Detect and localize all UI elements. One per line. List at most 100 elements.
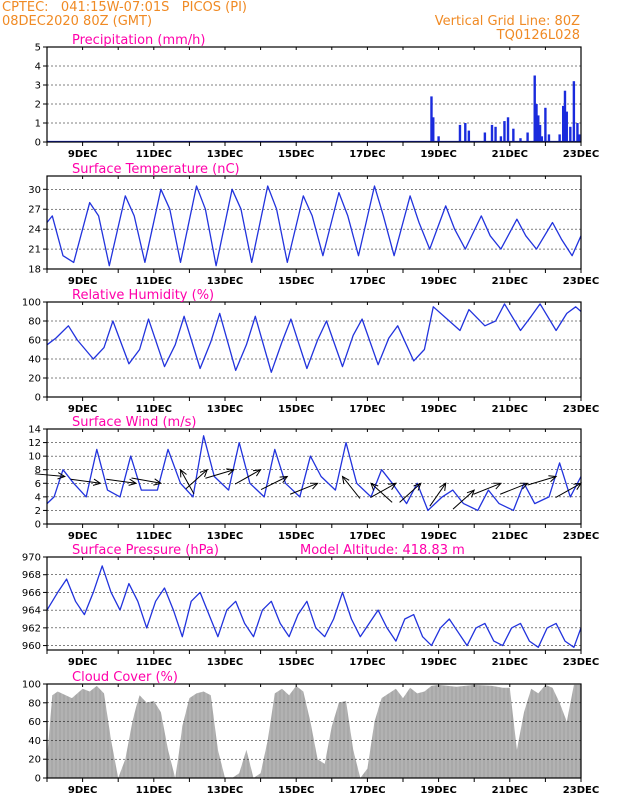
x-tick-label: 17DEC [349,531,385,542]
precip-bar [526,132,529,142]
y-tick-label: 960 [22,641,41,652]
wind-arrow [260,475,289,491]
y-tick-label: 966 [22,588,41,599]
y-tick-label: 0 [35,774,41,785]
precip-bar [540,136,544,142]
y-tick-label: 8 [35,465,41,476]
wind-arrow [527,475,558,486]
y-tick-label: 3 [35,81,41,92]
wind-arrow [70,478,102,486]
precip-bar [537,115,540,142]
wind-arrow-head [413,482,422,491]
y-tick-label: 18 [28,265,41,276]
precip-bar [565,111,568,142]
x-tick-label: 11DEC [136,785,172,796]
y-tick-label: 14 [28,425,41,436]
x-tick-label: 23DEC [563,785,599,796]
precip-bar [544,107,547,142]
precip-bar [464,123,467,142]
wind-arrow [131,477,163,486]
x-tick-label: 21DEC [492,404,528,415]
panel-title: Surface Temperature (nC) [72,162,240,177]
header-model-id: TQ0126L028 [496,28,580,43]
wind-arrow-shaft [185,469,208,490]
x-tick-label: 15DEC [278,531,314,542]
y-tick-label: 4 [35,492,41,503]
wind-arrow-shaft [499,482,528,495]
wind-arrow-shaft [106,478,137,484]
x-tick-label: 17DEC [349,657,385,668]
x-tick-label: 9DEC [68,404,97,415]
wind-arrow-shaft [234,469,261,485]
x-tick-label: 23DEC [563,149,599,160]
wind-arrow-shaft [527,476,557,486]
x-tick-label: 21DEC [492,785,528,796]
x-tick-label: 21DEC [492,531,528,542]
wind-arrow [205,468,236,479]
wind-arrow-shaft [205,469,235,479]
panel-wind: 0 2 4 6 8 10 12 14 9DEC 11DEC 13DEC 15DEC 17DEC 19DEC… [28,415,599,542]
wind-arrow-shaft [342,476,361,499]
precip-bar [576,123,579,142]
panel-title: Cloud Cover (%) [72,670,178,685]
panel-precip: 0 1 2 3 4 5 9DEC 11DEC 13DEC 15DEC 17DEC 19DEC 21DEC… [35,33,600,160]
precip-bar [512,128,515,142]
y-tick-label: 4 [35,62,41,73]
precip-bar [558,134,561,142]
wind-arrow-head [92,478,102,486]
wind-arrow [341,475,361,499]
wind-arrow-shaft [289,482,318,495]
wind-arrow-head [519,482,529,490]
panel-temp: 18 21 24 27 30 9DEC 11DEC 13DEC 15DEC 17DEC 19DEC 2… [28,162,599,287]
wind-arrow-shaft [260,476,288,491]
x-tick-label: 13DEC [207,657,243,668]
precip-bar [494,126,497,142]
x-tick-label: 23DEC [563,276,599,287]
x-tick-label: 13DEC [207,276,243,287]
precip-bar [506,117,510,142]
wind-arrow [34,472,66,480]
wind-arrow-shaft [180,469,195,495]
x-tick-label: 9DEC [68,531,97,542]
y-tick-label: 40 [28,736,41,747]
precip-bar [490,124,494,142]
panel-title: Precipitation (mm/h) [72,33,205,48]
temp-line [46,185,582,267]
panel-pres: 960 962 964 966 968 970 9DEC 11DEC 13DEC 15DEC 17D… [22,543,599,668]
wind-arrow-head [388,482,397,490]
precip-bar [562,105,565,142]
y-tick-label: 60 [28,336,41,347]
panel-annotation: Model Altitude: 418.83 m [300,543,465,558]
wind-arrow-head [226,468,236,476]
wind-arrow-shaft [70,478,101,484]
y-tick-label: 968 [22,570,41,581]
wind-arrow-head [279,475,289,483]
wind-arrow-head [370,482,379,491]
y-tick-label: 5 [35,43,41,54]
x-tick-label: 15DEC [278,785,314,796]
y-tick-label: 100 [22,298,41,309]
precip-bar [503,121,506,142]
y-tick-label: 962 [22,623,41,634]
header-grid-line: Vertical Grid Line: 80Z [435,14,580,29]
precip-bar [467,130,471,142]
precip-bar [578,134,581,142]
x-tick-label: 9DEC [68,785,97,796]
y-tick-label: 24 [28,225,41,236]
precip-bar [533,75,536,142]
y-tick-label: 964 [22,606,41,617]
x-tick-label: 21DEC [492,657,528,668]
x-tick-label: 19DEC [420,785,456,796]
header-run-time: 08DEC2020 80Z (GMT) [2,14,152,29]
precip-bar [569,126,572,142]
panel-title: Surface Wind (m/s) [72,415,196,430]
panel-title: Relative Humidity (%) [72,288,214,303]
x-tick-label: 17DEC [349,149,385,160]
y-tick-label: 30 [28,185,41,196]
wind-arrow-shaft [370,482,393,503]
wind-arrow-head [439,482,447,491]
x-tick-label: 21DEC [492,276,528,287]
precip-bar [432,117,435,142]
x-tick-label: 15DEC [278,276,314,287]
x-tick-label: 19DEC [420,657,456,668]
